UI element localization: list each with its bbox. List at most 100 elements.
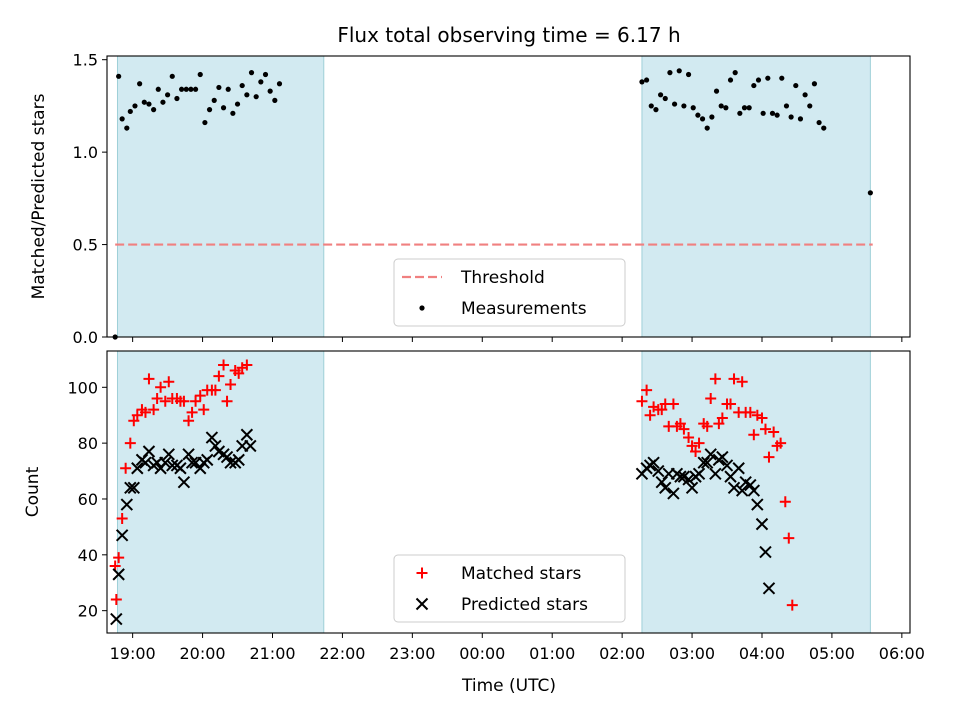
- data-point: [169, 73, 175, 79]
- y-tick-label: 20: [78, 602, 98, 621]
- data-point: [148, 404, 160, 416]
- data-point: [225, 379, 237, 391]
- axes-frame: [106, 350, 911, 634]
- data-point: [644, 409, 656, 421]
- data-point: [142, 445, 156, 458]
- y-tick-label: 40: [78, 546, 98, 565]
- data-point: [735, 484, 749, 497]
- data-point: [701, 456, 714, 469]
- data-point: [674, 470, 687, 483]
- data-point: [178, 86, 185, 92]
- data-point: [132, 103, 138, 109]
- data-point: [220, 105, 227, 111]
- data-point: [755, 77, 762, 83]
- data-point: [166, 459, 179, 472]
- data-point: [124, 125, 130, 131]
- x-tick-label: 20:00: [180, 644, 226, 663]
- data-point: [653, 107, 659, 113]
- data-point: [769, 110, 776, 116]
- data-point: [232, 453, 245, 467]
- data-point: [716, 450, 729, 464]
- data-point: [775, 437, 787, 449]
- data-point: [720, 459, 734, 472]
- x-tick-label: 03:00: [669, 644, 715, 663]
- y-axis-label: Count: [23, 466, 43, 517]
- data-point: [159, 456, 172, 469]
- legend-dot-swatch: [419, 305, 425, 311]
- data-point: [188, 86, 194, 92]
- data-point: [793, 82, 799, 89]
- series-matched-stars: [109, 359, 798, 611]
- data-point: [124, 437, 136, 449]
- data-point: [190, 395, 202, 407]
- data-point: [704, 125, 710, 131]
- data-point: [699, 116, 706, 122]
- data-point: [146, 101, 152, 107]
- data-point: [816, 119, 822, 126]
- data-point: [797, 116, 804, 122]
- data-point: [647, 456, 660, 469]
- data-point: [151, 107, 157, 113]
- data-point: [155, 86, 161, 92]
- data-point: [201, 453, 214, 467]
- data-point: [685, 71, 692, 78]
- x-tick-label: 04:00: [739, 644, 785, 663]
- x-tick-label: 00:00: [459, 644, 505, 663]
- legend-plus-swatch: [416, 567, 428, 579]
- data-point: [692, 467, 706, 481]
- data-point: [786, 599, 798, 611]
- data-point: [709, 373, 721, 385]
- y-tick-label: 100: [67, 378, 98, 397]
- data-point: [693, 437, 705, 449]
- data-point: [756, 412, 768, 424]
- data-point: [162, 448, 175, 461]
- data-point: [732, 70, 738, 76]
- data-point: [262, 71, 269, 78]
- data-point: [253, 94, 259, 100]
- data-point: [159, 395, 171, 407]
- data-point: [648, 103, 654, 109]
- shaded-window-2: [641, 55, 871, 338]
- data-point: [225, 86, 231, 92]
- data-point: [821, 125, 827, 131]
- data-point: [667, 70, 673, 76]
- x-tick-label: 02:00: [599, 644, 645, 663]
- data-point: [186, 406, 198, 418]
- y-tick-label: 1.5: [73, 51, 98, 70]
- data-point: [131, 409, 143, 421]
- data-point: [112, 568, 125, 581]
- data-point: [746, 105, 752, 111]
- data-point: [178, 395, 190, 407]
- data-point: [230, 110, 236, 116]
- y-tick-label: 60: [78, 490, 98, 509]
- data-point: [141, 99, 147, 105]
- bottom-panel: 20 40 60 80 100 19:00 20:00 21:00 22:00 23:00 00:0…: [23, 350, 925, 663]
- data-point: [206, 107, 213, 113]
- data-point: [713, 88, 720, 94]
- data-point: [678, 423, 690, 435]
- data-point: [727, 77, 734, 83]
- top-panel: 0.0 0.5 1.0 1.5 Matched/Predicted stars Thres…: [29, 51, 911, 347]
- x-tick-label: 05:00: [809, 644, 855, 663]
- data-point: [737, 110, 743, 116]
- data-point: [241, 359, 253, 371]
- data-point: [748, 429, 760, 441]
- data-point: [205, 431, 219, 444]
- data-point: [240, 428, 254, 441]
- data-point: [218, 359, 230, 371]
- data-point: [713, 418, 725, 430]
- data-point: [690, 446, 702, 458]
- data-point: [119, 116, 125, 122]
- data-point: [802, 92, 808, 98]
- legend-box: [393, 554, 626, 623]
- data-point: [110, 612, 123, 626]
- data-point: [197, 71, 203, 78]
- data-point: [695, 112, 701, 118]
- data-point: [177, 476, 191, 489]
- data-point: [174, 95, 180, 102]
- shaded-window-1: [116, 55, 325, 338]
- data-point: [644, 77, 650, 83]
- data-point: [185, 456, 199, 469]
- data-point: [213, 370, 225, 382]
